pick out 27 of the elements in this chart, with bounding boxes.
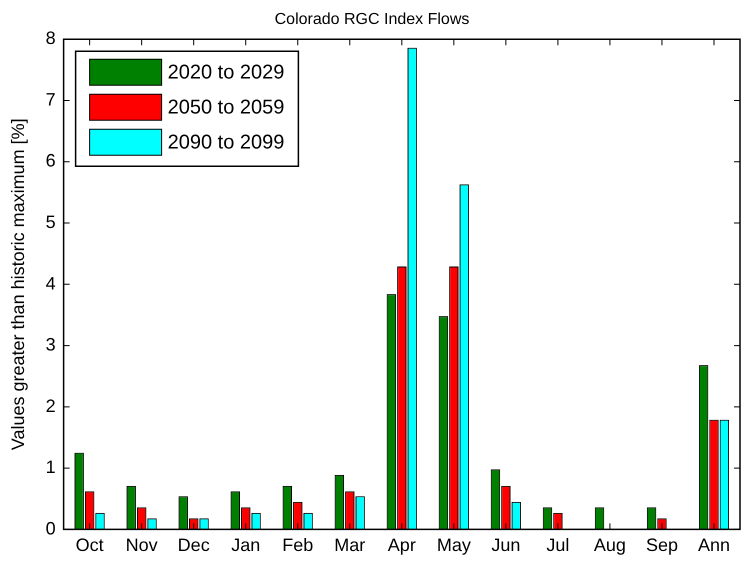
y-tick-label: 1	[46, 457, 56, 478]
chart-title: Colorado RGC Index Flows	[274, 11, 470, 28]
y-tick-label: 7	[46, 89, 56, 110]
y-axis-title: Values greater than historic maximum [%]	[8, 118, 28, 450]
y-tick-label: 8	[46, 28, 56, 48]
x-tick-label: Jul	[546, 535, 570, 556]
x-tick-label: Apr	[388, 535, 416, 556]
x-tick-label: Aug	[594, 535, 626, 556]
x-tick-label: Jan	[231, 535, 260, 556]
y-tick-label: 2	[46, 396, 56, 416]
x-tick-label: Ann	[698, 535, 730, 556]
x-tick-label: Mar	[334, 535, 366, 556]
legend-label: 2020 to 2029	[168, 62, 284, 84]
y-tick-label: 3	[46, 334, 56, 355]
x-tick-label: May	[436, 535, 471, 556]
y-tick-label: 0	[46, 518, 56, 538]
legend-label: 2090 to 2099	[168, 132, 284, 154]
x-tick-label: Dec	[178, 535, 210, 556]
x-tick-label: Oct	[76, 535, 104, 556]
x-tick-label: Sep	[646, 535, 678, 556]
y-tick-label: 6	[46, 150, 56, 171]
x-tick-label: Nov	[126, 535, 158, 556]
x-tick-label: Feb	[282, 535, 314, 556]
y-tick-label: 5	[46, 212, 56, 232]
legend-label: 2050 to 2059	[168, 96, 284, 119]
x-tick-label: Jun	[491, 535, 520, 556]
y-tick-label: 4	[46, 273, 56, 294]
